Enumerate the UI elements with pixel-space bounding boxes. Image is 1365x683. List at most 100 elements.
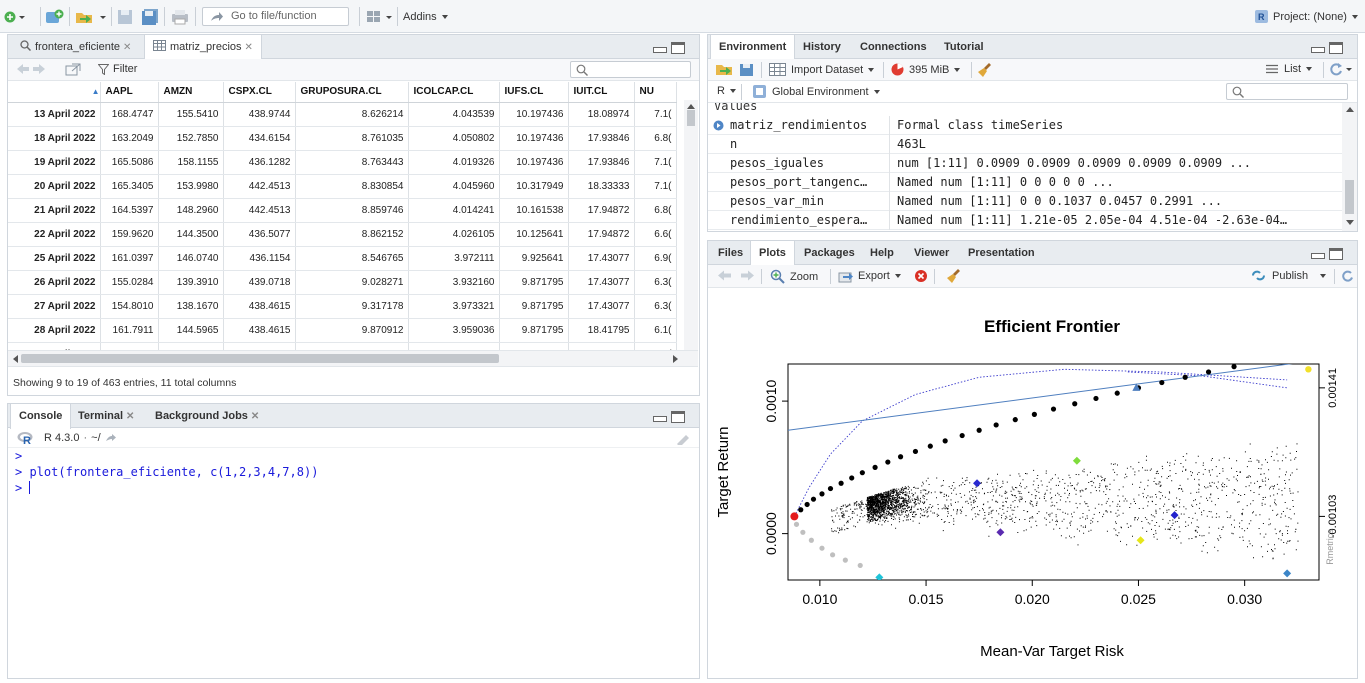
column-header[interactable]: CSPX.CL bbox=[223, 82, 296, 103]
env-value-row[interactable]: n 463L bbox=[708, 135, 1342, 154]
scope-menu[interactable]: Global Environment bbox=[752, 84, 880, 99]
prompt-char: > bbox=[15, 481, 23, 495]
view-mode-menu[interactable]: List bbox=[1266, 63, 1313, 75]
horizontal-scrollbar[interactable] bbox=[8, 350, 698, 366]
frontier-point bbox=[1159, 379, 1165, 386]
refresh-icon bbox=[1330, 63, 1352, 76]
clear-env-button[interactable] bbox=[977, 62, 993, 78]
goto-file-input[interactable]: Go to file/function bbox=[202, 7, 349, 26]
filter-button[interactable]: Filter bbox=[98, 63, 137, 75]
column-header[interactable]: ICOLCAP.CL bbox=[408, 82, 500, 103]
table-row[interactable]: 25 April 2022 161.0397 146.0740 436.1154 8.5… bbox=[8, 246, 677, 271]
language-menu[interactable]: R bbox=[717, 85, 736, 97]
tab-help[interactable]: Help bbox=[862, 241, 902, 265]
env-value-row[interactable]: matriz_rendimientos Formal class timeSeri… bbox=[708, 116, 1342, 135]
close-icon[interactable]: ✕ bbox=[250, 411, 260, 422]
table-row[interactable]: 29 April 2022155.8688124.2815436.92319.8… bbox=[8, 342, 677, 350]
save-button[interactable] bbox=[117, 8, 133, 25]
console-header: R R 4.3.0 · ~/ bbox=[8, 428, 699, 448]
minimize-icon[interactable] bbox=[653, 47, 667, 53]
env-value-row[interactable]: rendimiento_espera… Named num [1:11] 1.21… bbox=[708, 211, 1342, 230]
plot-nav-buttons[interactable] bbox=[717, 269, 755, 282]
save-workspace-button[interactable] bbox=[739, 63, 754, 77]
column-header[interactable]: GRUPOSURA.CL bbox=[295, 82, 409, 103]
layout-button[interactable] bbox=[366, 8, 394, 25]
publish-menu[interactable]: Publish bbox=[1250, 269, 1327, 282]
vertical-scrollbar[interactable] bbox=[684, 100, 698, 350]
load-workspace-button[interactable] bbox=[715, 62, 733, 77]
new-file-button[interactable] bbox=[4, 8, 26, 25]
scrollbar-thumb[interactable] bbox=[21, 354, 499, 363]
column-header[interactable]: IUIT.CL bbox=[568, 82, 635, 103]
table-cell: 6.8( bbox=[634, 198, 677, 223]
tab-tutorial[interactable]: Tutorial bbox=[936, 35, 992, 59]
minimize-icon[interactable] bbox=[653, 416, 667, 422]
scrollbar-thumb[interactable] bbox=[1345, 180, 1354, 214]
import-dataset-button[interactable]: Import Dataset bbox=[769, 63, 875, 76]
tab-viewer[interactable]: Viewer bbox=[906, 241, 957, 265]
maximize-icon[interactable] bbox=[671, 411, 685, 423]
scroll-down-icon bbox=[1346, 220, 1354, 225]
table-row[interactable]: 27 April 2022 154.8010 138.1670 438.4615 9.3… bbox=[8, 294, 677, 319]
zoom-button[interactable]: Zoom bbox=[770, 269, 818, 284]
clear-plots-button[interactable] bbox=[946, 268, 962, 284]
open-file-button[interactable] bbox=[75, 8, 107, 25]
remove-plot-button[interactable] bbox=[914, 269, 928, 283]
tab-connections[interactable]: Connections bbox=[852, 35, 935, 59]
column-header[interactable]: NU bbox=[634, 82, 677, 103]
env-search-input[interactable] bbox=[1226, 83, 1348, 100]
maximize-icon[interactable] bbox=[1329, 248, 1343, 260]
popout-button[interactable] bbox=[65, 63, 81, 76]
tab-presentation[interactable]: Presentation bbox=[960, 241, 1043, 265]
table-row[interactable]: 19 April 2022 165.5086 158.1155 436.1282 8.7… bbox=[8, 150, 677, 175]
tab-console[interactable]: Console bbox=[10, 404, 72, 429]
env-value-row[interactable]: pesos_port_tangenc… Named num [1:11] 0 0 … bbox=[708, 173, 1342, 192]
tab-matriz-precios[interactable]: matriz_precios ✕ bbox=[144, 35, 262, 60]
column-header[interactable]: AAPL bbox=[100, 82, 159, 103]
tab-history[interactable]: History bbox=[795, 35, 849, 59]
table-row[interactable]: 20 April 2022 165.3405 153.9980 442.4513 8.8… bbox=[8, 174, 677, 199]
table-cell: 9.871795 bbox=[499, 318, 569, 343]
scrollbar-thumb[interactable] bbox=[687, 110, 695, 126]
refresh-plot-button[interactable] bbox=[1341, 269, 1353, 282]
back-button[interactable] bbox=[16, 63, 46, 75]
env-scrollbar[interactable] bbox=[1342, 103, 1357, 231]
column-header[interactable]: AMZN bbox=[158, 82, 224, 103]
addins-menu[interactable]: Addins bbox=[403, 8, 448, 25]
tab-frontera-eficiente[interactable]: frontera_eficiente ✕ bbox=[12, 35, 139, 59]
close-icon[interactable]: ✕ bbox=[126, 411, 135, 422]
tab-files[interactable]: Files bbox=[710, 241, 751, 265]
tab-packages[interactable]: Packages bbox=[796, 241, 863, 265]
tab-terminal[interactable]: Terminal ✕ bbox=[70, 404, 142, 428]
tab-background-jobs[interactable]: Background Jobs ✕ bbox=[147, 404, 267, 428]
tab-environment[interactable]: Environment bbox=[710, 35, 796, 60]
table-row[interactable]: 28 April 2022 161.7911 144.5965 438.4615 9.8… bbox=[8, 318, 677, 343]
minimize-icon[interactable] bbox=[1311, 253, 1325, 259]
close-icon[interactable]: ✕ bbox=[123, 42, 132, 53]
save-all-button[interactable] bbox=[141, 8, 159, 25]
maximize-icon[interactable] bbox=[671, 42, 685, 54]
env-value-row[interactable]: pesos_iguales num [1:11] 0.0909 0.0909 0.… bbox=[708, 154, 1342, 173]
memory-usage-button[interactable]: 395 MiB bbox=[891, 63, 961, 76]
table-row[interactable]: 26 April 2022 155.0284 139.3910 439.0718 9.0… bbox=[8, 270, 677, 295]
tab-plots[interactable]: Plots bbox=[750, 241, 795, 266]
print-button[interactable] bbox=[171, 8, 189, 25]
maximize-icon[interactable] bbox=[1329, 42, 1343, 54]
env-value-row[interactable]: pesos_var_min Named num [1:11] 0 0 0.1037… bbox=[708, 192, 1342, 211]
table-row[interactable]: 22 April 2022 159.9620 144.3500 436.5077 8.8… bbox=[8, 222, 677, 247]
minimize-icon[interactable] bbox=[1311, 47, 1325, 53]
table-row[interactable]: 21 April 2022 164.5397 148.2960 442.4513 8.8… bbox=[8, 198, 677, 223]
table-cell: 7.1( bbox=[634, 174, 677, 199]
data-search-input[interactable] bbox=[570, 61, 691, 78]
table-row[interactable]: 13 April 2022 168.4747 155.5410 438.9744 8.6… bbox=[8, 102, 677, 127]
console-prompt[interactable]: > bbox=[15, 480, 31, 496]
project-menu[interactable]: R Project: (None) bbox=[1254, 8, 1358, 25]
export-menu[interactable]: Export bbox=[838, 269, 901, 283]
refresh-button[interactable] bbox=[1329, 62, 1353, 77]
expand-icon[interactable] bbox=[713, 120, 724, 131]
sort-column-header[interactable]: ▲ bbox=[8, 82, 101, 103]
column-header[interactable]: IUFS.CL bbox=[499, 82, 569, 103]
close-icon[interactable]: ✕ bbox=[244, 42, 253, 53]
table-row[interactable]: 18 April 2022 163.2049 152.7850 434.6154 8.7… bbox=[8, 126, 677, 151]
new-project-button[interactable] bbox=[45, 8, 65, 25]
